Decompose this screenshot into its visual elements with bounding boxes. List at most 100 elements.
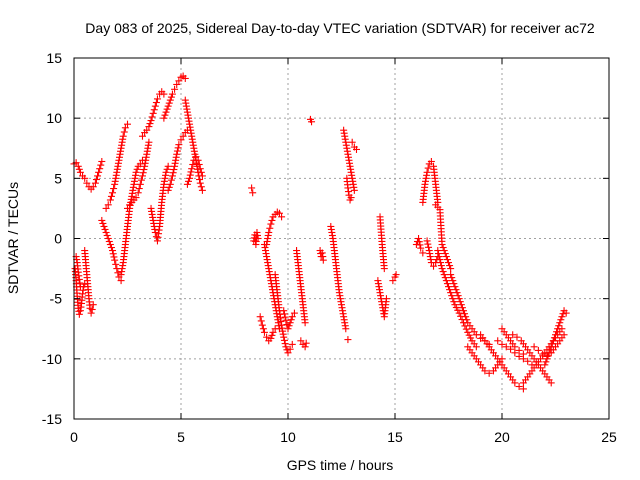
- data-point: [557, 316, 565, 324]
- data-point: [196, 179, 204, 187]
- data-point: [167, 176, 175, 184]
- data-point: [438, 265, 446, 273]
- data-point: [430, 262, 438, 270]
- data-point: [559, 310, 567, 318]
- data-point: [184, 177, 192, 185]
- data-point: [187, 168, 195, 176]
- data-point: [110, 185, 118, 193]
- data-point: [457, 301, 465, 309]
- data-point: [140, 166, 148, 174]
- data-point: [562, 309, 570, 317]
- data-point: [275, 209, 283, 217]
- data-point: [106, 196, 114, 204]
- data-point: [76, 168, 84, 176]
- data-point: [195, 160, 203, 168]
- data-point: [440, 247, 448, 255]
- data-point: [177, 136, 185, 144]
- data-point: [99, 219, 107, 227]
- data-point: [424, 240, 432, 248]
- data-point: [138, 172, 146, 180]
- data-point: [462, 313, 470, 321]
- data-point: [550, 334, 558, 342]
- x-tick-label: 0: [70, 429, 78, 445]
- x-tick-labels: 0 5 10 15 20 25: [70, 429, 617, 445]
- data-point: [498, 340, 506, 348]
- data-point: [96, 165, 104, 173]
- data-point: [171, 85, 179, 93]
- chart-title: Day 083 of 2025, Sidereal Day-to-day VTE…: [85, 20, 595, 36]
- data-point: [302, 339, 310, 347]
- data-point: [439, 244, 447, 252]
- data-point: [132, 168, 140, 176]
- data-point: [278, 213, 286, 221]
- data-point: [423, 168, 431, 176]
- data-point: [344, 336, 352, 344]
- data-point: [110, 253, 118, 261]
- data-point: [162, 168, 170, 176]
- data-point: [248, 184, 256, 192]
- data-point: [198, 172, 206, 180]
- data-point: [541, 361, 549, 369]
- data-point: [290, 309, 298, 317]
- data-point: [95, 168, 103, 176]
- data-point: [547, 343, 555, 351]
- data-point: [439, 268, 447, 276]
- data-point: [447, 265, 455, 273]
- data-point: [153, 95, 161, 103]
- data-point: [167, 93, 175, 101]
- data-point: [494, 337, 502, 345]
- data-point: [555, 322, 563, 330]
- x-axis-label: GPS time / hours: [287, 457, 394, 473]
- data-point: [440, 271, 448, 279]
- data-point: [134, 189, 142, 197]
- data-point: [511, 343, 519, 351]
- data-point: [452, 286, 460, 294]
- data-point: [259, 325, 267, 333]
- x-tick-label: 25: [601, 429, 617, 445]
- data-point: [138, 132, 146, 140]
- data-point: [380, 265, 388, 273]
- data-point: [442, 253, 450, 261]
- data-point: [254, 235, 262, 242]
- data-point: [434, 247, 442, 255]
- data-point: [280, 336, 288, 344]
- data-points: [70, 72, 570, 393]
- data-point: [92, 176, 100, 184]
- data-point: [174, 144, 182, 152]
- data-point: [160, 114, 168, 122]
- data-point: [119, 132, 127, 140]
- data-point: [280, 310, 288, 318]
- data-point: [437, 262, 445, 270]
- data-point: [308, 118, 316, 126]
- data-point: [472, 343, 480, 351]
- data-point: [151, 228, 159, 236]
- data-point: [98, 216, 106, 224]
- data-point: [179, 132, 187, 140]
- data-point: [97, 161, 105, 169]
- data-point: [446, 286, 454, 294]
- data-point: [553, 328, 561, 336]
- data-point: [109, 247, 117, 255]
- data-point: [301, 319, 309, 327]
- data-point: [443, 280, 451, 288]
- data-point: [186, 174, 194, 182]
- data-point: [556, 319, 564, 327]
- data-point: [76, 283, 84, 291]
- data-point: [161, 111, 169, 119]
- data-point: [284, 349, 292, 357]
- data-point: [459, 307, 467, 315]
- y-tick-label: 10: [46, 110, 62, 126]
- data-point: [447, 271, 455, 279]
- data-point: [258, 321, 266, 329]
- x-tick-label: 5: [177, 429, 185, 445]
- data-point: [197, 168, 205, 176]
- data-point: [549, 337, 557, 345]
- data-point: [260, 328, 268, 336]
- data-point: [286, 345, 294, 353]
- data-point: [558, 313, 566, 321]
- data-point: [194, 156, 202, 164]
- y-tick-label: 5: [54, 170, 62, 186]
- data-point: [164, 162, 172, 170]
- data-point: [450, 298, 458, 306]
- data-point: [83, 179, 91, 187]
